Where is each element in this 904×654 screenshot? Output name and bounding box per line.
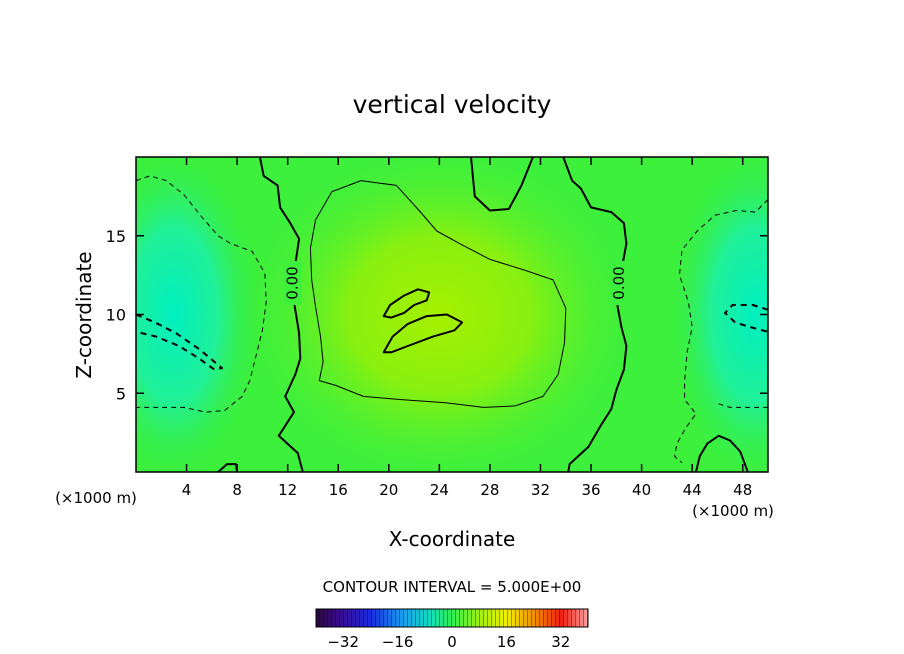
colorbar-tick-label-0: −32 [327,633,359,651]
x-tick-label-48: 48 [733,481,752,499]
x-tick-label-40: 40 [632,481,651,499]
y-tick-label-15: 15 [106,227,126,246]
x-tick-label-36: 36 [581,481,600,499]
contour-pos10-a [382,288,431,319]
x-tick-label-8: 8 [232,481,242,499]
contour-interval-text: CONTOUR INTERVAL = 5.000E+00 [323,578,582,596]
colorbar-tick-label-1: −16 [382,633,414,651]
contour-labels: 0.00 0.00 [283,261,628,305]
colorbar-tick-labels: −32 −16 0 16 32 [327,633,570,651]
contour-neg5-left [136,175,267,413]
contour-neg5-right [674,199,768,463]
colorbar-tick-label-4: 32 [551,633,570,651]
velocity-field [136,157,768,472]
x-unit-label-right: (×1000 m) [692,502,774,520]
contour-label-bg-1 [609,261,628,305]
x-tick-label-20: 20 [379,481,398,499]
contour-zero-right [562,157,628,472]
contour-zero-left [258,157,304,472]
x-axis-ticks: 4 8 12 16 20 24 28 32 36 40 44 48 [182,157,752,499]
x-tick-label-24: 24 [430,481,449,499]
contour-label-bg-0 [283,261,302,305]
contour-pos10-b [382,313,464,354]
x-axis-title: X-coordinate [389,527,516,551]
contour-label-1: 0.00 [610,266,628,299]
contour-zero-bottom-right [695,434,749,472]
downdraft-region-2 [666,157,768,472]
contour-pos5 [309,180,567,408]
y-tick-label-5: 5 [116,384,126,403]
contour-label-0: 0.00 [284,266,302,299]
colorbar: −32 −16 0 16 32 [315,608,589,651]
contour-zero-top [470,157,534,212]
downdraft-region-1 [136,157,263,472]
chart-title: vertical velocity [353,90,552,119]
x-tick-label-28: 28 [480,481,499,499]
y-axis-ticks: 5 10 15 [106,227,768,403]
x-unit-label-left: (×1000 m) [55,489,137,507]
contour-neg5-right-lower [714,402,768,408]
y-tick-label-10: 10 [106,306,126,325]
colorbar-tick-label-3: 16 [497,633,516,651]
x-tick-label-12: 12 [278,481,297,499]
x-tick-label-44: 44 [683,481,702,499]
colorbar-tick-label-2: 0 [447,633,457,651]
x-tick-label-16: 16 [329,481,348,499]
y-axis-title: Z-coordinate [72,251,96,378]
contour-neg10-right [724,304,768,333]
x-tick-label-4: 4 [182,481,192,499]
x-tick-label-32: 32 [531,481,550,499]
contour-neg10-left [136,313,223,371]
